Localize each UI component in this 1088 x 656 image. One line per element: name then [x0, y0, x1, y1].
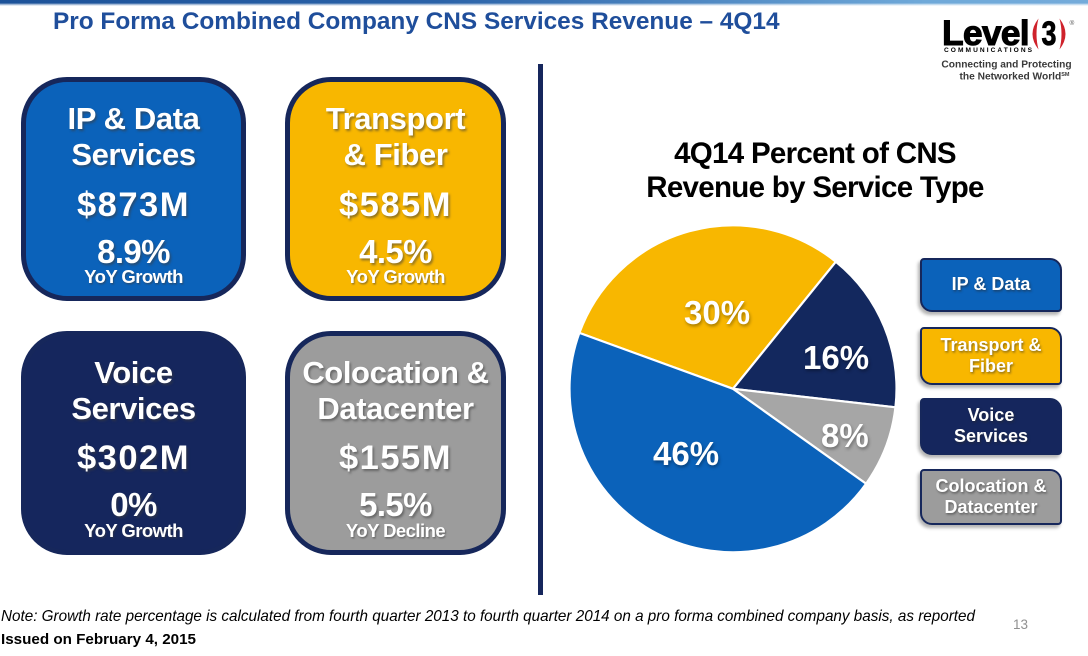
- svg-text:3: 3: [1042, 14, 1057, 53]
- svg-text:®: ®: [1070, 19, 1075, 27]
- svg-text:Level: Level: [942, 13, 1029, 53]
- svg-text:the Networked WorldSM: the Networked WorldSM: [960, 72, 1070, 83]
- svg-text:Connecting and Protecting: Connecting and Protecting: [941, 60, 1071, 71]
- svg-text:COMMUNICATIONS: COMMUNICATIONS: [944, 47, 1034, 54]
